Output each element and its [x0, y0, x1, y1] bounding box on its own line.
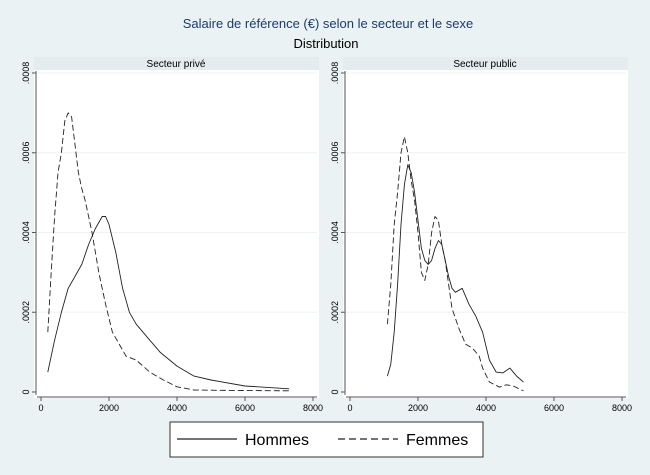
- x-tick-label: 4000: [167, 403, 187, 413]
- y-tick-label: .0004: [330, 221, 340, 244]
- panel-prive: Secteur privé 0 .0002 .0004 .0006 .0008 0 2000 4…: [21, 57, 323, 413]
- x-tick-label: 8000: [303, 403, 323, 413]
- x-tick-label: 8000: [612, 403, 632, 413]
- plot-area: [343, 70, 628, 398]
- series-line-hommes: [386, 164, 524, 383]
- x-tick-label: 4000: [476, 403, 496, 413]
- y-tick-label: .0004: [21, 221, 31, 244]
- x-tick-label: 6000: [544, 403, 564, 413]
- x-tick-label: 6000: [235, 403, 255, 413]
- x-tick-label: 0: [38, 403, 43, 413]
- panel-header: [343, 57, 628, 70]
- legend-label-hommes: Hommes: [245, 432, 309, 449]
- panel-header: [34, 57, 319, 70]
- y-tick-label: 0: [21, 389, 31, 394]
- series-line-femmes: [386, 136, 524, 392]
- panel-title: Secteur public: [453, 59, 516, 70]
- x-tick-label: 2000: [408, 403, 428, 413]
- legend: Hommes Femmes: [169, 421, 484, 458]
- series-line-femmes: [47, 112, 290, 392]
- y-tick-label: 0: [330, 389, 340, 394]
- chart-title: Salaire de référence (€) selon le secteu…: [183, 16, 474, 31]
- legend-label-femmes: Femmes: [406, 432, 468, 449]
- y-tick-label: .0006: [330, 141, 340, 164]
- y-tick-label: .0002: [21, 301, 31, 324]
- x-tick-label: 2000: [99, 403, 119, 413]
- plot-area: [34, 70, 319, 398]
- x-tick-label: 0: [347, 403, 352, 413]
- series-line-hommes: [47, 216, 290, 390]
- chart-subtitle: Distribution: [293, 36, 358, 51]
- panel-title: Secteur privé: [147, 59, 206, 70]
- y-tick-label: .0008: [21, 62, 31, 85]
- panel-public: Secteur public 0 .0002 .0004 .0006 .0008 0 2000…: [330, 57, 632, 413]
- y-tick-label: .0002: [330, 301, 340, 324]
- y-tick-label: .0006: [21, 141, 31, 164]
- y-tick-label: .0008: [330, 62, 340, 85]
